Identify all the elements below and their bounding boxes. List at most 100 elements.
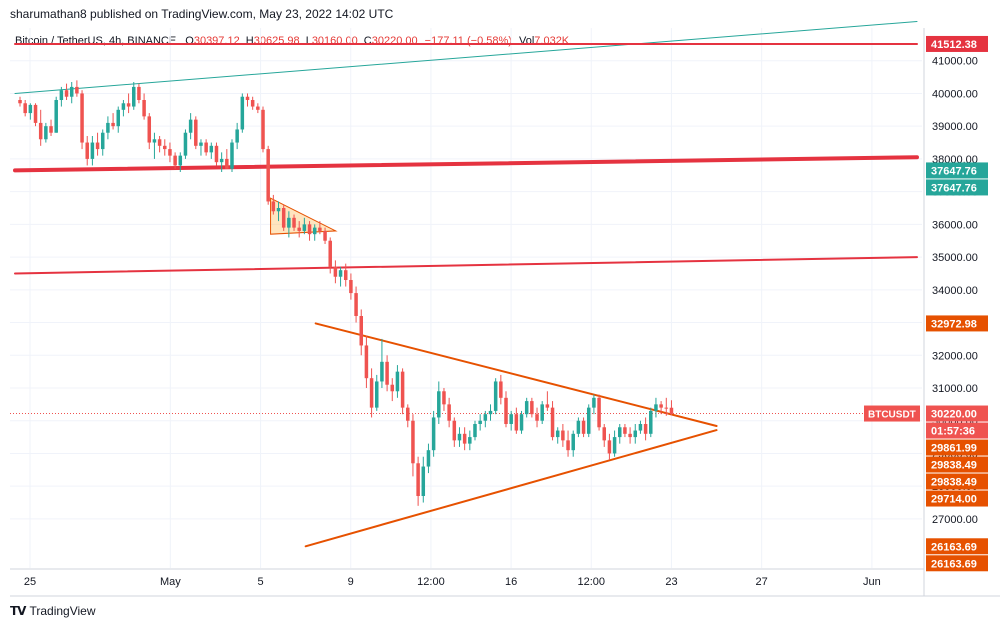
price-badge-label: 32972.98 — [931, 318, 977, 330]
red-thick-support — [13, 155, 919, 173]
price-badge-label: 26163.69 — [931, 558, 977, 570]
candle-body — [437, 391, 441, 418]
price-badge-label: 41512.38 — [931, 39, 977, 51]
publisher-line: sharumathan8 published on TradingView.co… — [10, 7, 394, 21]
candle-body — [23, 103, 27, 114]
price-badge-label: 29838.49 — [931, 460, 977, 472]
price-badge-label: 29861.99 — [931, 443, 977, 455]
tradingview-brand[interactable]: 𝗧𝗩 TradingView — [10, 604, 96, 618]
candlesticks — [18, 80, 674, 506]
candle-body — [59, 90, 64, 100]
y-tick-label: 34000.00 — [932, 285, 978, 297]
candle-body — [478, 420, 482, 424]
candle-body — [540, 404, 544, 421]
y-tick-label: 41000.00 — [932, 56, 978, 68]
candle-body — [204, 142, 208, 153]
close-label: C — [363, 35, 372, 47]
candle-body — [654, 404, 658, 411]
candle-body — [69, 86, 74, 97]
candle-body — [219, 158, 224, 163]
price-badge-label: 30220.00 — [931, 409, 977, 421]
candle-body — [617, 427, 622, 438]
candle-body — [75, 86, 79, 94]
candle-body — [530, 401, 534, 415]
candle-body — [421, 466, 426, 496]
candle-body — [519, 414, 524, 431]
candle-body — [416, 463, 420, 496]
candle-body — [499, 381, 503, 398]
candle-body — [431, 417, 436, 451]
candle-body — [132, 86, 136, 107]
candle-body — [349, 280, 353, 294]
candle-body — [126, 103, 131, 107]
candle-body — [493, 381, 498, 411]
price-badge-label: 01:57:36 — [931, 426, 975, 438]
y-tick-label: 39000.00 — [932, 121, 978, 133]
price-badge — [926, 439, 988, 456]
candle-body — [214, 145, 219, 163]
candle-body — [369, 378, 374, 408]
candle-body — [338, 270, 343, 277]
candle-body — [64, 90, 69, 97]
candle-body — [240, 96, 245, 130]
y-tick-label: 27000.00 — [932, 514, 978, 526]
candle-body — [178, 155, 183, 166]
candle-body — [54, 100, 58, 133]
price-badge — [926, 179, 988, 196]
candle-body — [106, 122, 110, 133]
tradingview-logo-icon: 𝗧𝗩 — [10, 604, 27, 618]
symbol-badge-label: BTCUSDT — [868, 410, 916, 421]
candle-body — [302, 224, 307, 231]
y-tick-label: 32000.00 — [932, 350, 978, 362]
candle-body — [95, 142, 100, 150]
chart-grid — [10, 28, 922, 568]
candle-body — [426, 450, 431, 467]
candle-body — [457, 433, 462, 441]
candle-body — [380, 361, 384, 382]
candle-body — [411, 420, 415, 464]
x-tick-label: 9 — [348, 576, 354, 588]
x-tick-label: 5 — [257, 576, 263, 588]
candle-body — [183, 132, 188, 156]
price-badges: 41512.38 37647.76 37647.76 32972.98 30220.00… — [864, 35, 988, 572]
candle-body — [276, 208, 281, 212]
x-tick-label: 12:00 — [417, 576, 445, 588]
candle-body — [468, 437, 472, 444]
x-tick-label: 27 — [756, 576, 768, 588]
x-tick-label: 16 — [505, 576, 517, 588]
candle-body — [643, 424, 648, 434]
price-badge-label: 26163.69 — [931, 541, 977, 553]
candle-body — [281, 208, 286, 228]
candle-body — [111, 122, 115, 127]
candle-body — [483, 414, 488, 421]
time-axis: 25 May 5 9 12:00 16 12:00 23 27 Jun — [24, 576, 881, 588]
candle-body — [199, 142, 203, 146]
candle-body — [406, 407, 410, 421]
candle-body — [566, 440, 570, 451]
candle-body — [188, 119, 193, 133]
candle-body — [343, 270, 348, 280]
candle-body — [514, 414, 519, 431]
candle-body — [561, 430, 565, 441]
candle-body — [581, 420, 586, 434]
teal-upper-line — [14, 20, 918, 94]
candle-body — [121, 103, 126, 110]
high-label: H — [245, 35, 254, 47]
y-tick-label: 35000.00 — [932, 252, 978, 264]
candle-body — [659, 404, 663, 408]
price-axis: USDT27000.0028000.0029000.0030000.003100… — [10, 28, 1000, 597]
price-badge — [926, 35, 988, 52]
x-tick-label: 25 — [24, 576, 36, 588]
candle-body — [142, 100, 146, 117]
brand-name: TradingView — [29, 604, 96, 618]
price-badge — [926, 456, 988, 473]
candle-body — [359, 316, 363, 346]
candle-body — [225, 158, 229, 169]
candle-body — [442, 391, 446, 405]
y-tick-label: 40000.00 — [932, 88, 978, 100]
candle-body — [230, 142, 234, 169]
candle-body — [116, 109, 120, 127]
candle-body — [592, 397, 596, 408]
price-badge — [926, 490, 988, 507]
